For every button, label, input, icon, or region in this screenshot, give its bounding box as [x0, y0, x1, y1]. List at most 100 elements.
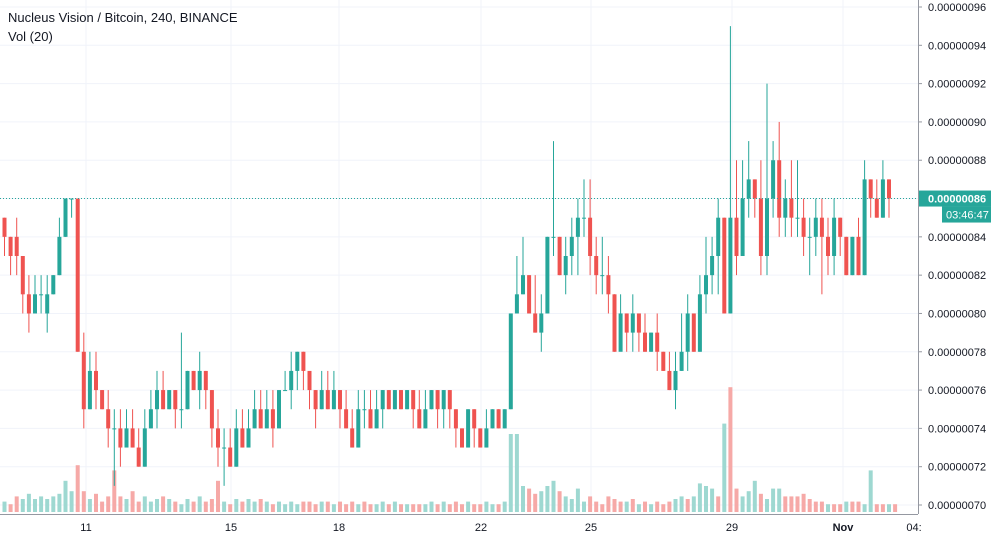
candle-body [75, 198, 80, 352]
candle-body [514, 294, 519, 314]
candle-body [301, 351, 306, 371]
volume-bar [826, 504, 830, 512]
candle-body [575, 217, 580, 237]
candle-body [20, 256, 25, 295]
candle-body [533, 313, 538, 333]
candle-body [667, 370, 672, 391]
candle-body [277, 390, 281, 429]
candle-body [435, 390, 440, 410]
volume-bar [472, 504, 477, 512]
candle-body [289, 370, 294, 391]
volume-bar [362, 501, 367, 512]
volume-bar [51, 496, 56, 512]
volume-bar [667, 501, 672, 512]
candle-body [826, 236, 830, 256]
candle-body [283, 390, 288, 392]
volume-bar [856, 501, 861, 512]
candle-body [752, 179, 757, 199]
volume-bar [563, 496, 568, 512]
volume-bar [264, 501, 269, 512]
legend-title: Nucleus Vision / Bitcoin, 240, BINANCE [8, 10, 238, 25]
volume-bar [295, 504, 300, 512]
candle-body [362, 409, 367, 411]
candle-body [423, 409, 428, 429]
candle-body [411, 390, 416, 410]
volume-bar [203, 501, 208, 512]
volume-bar [14, 496, 19, 512]
candle-body [484, 428, 489, 448]
volume-bar [191, 501, 196, 512]
volume-bar [45, 499, 50, 512]
volume-bar [112, 470, 117, 512]
volume-bar [155, 499, 159, 512]
volume-bar [612, 499, 617, 512]
price-tick-label: 0.00000092 [928, 79, 986, 91]
candle-body [33, 294, 37, 314]
candle-body [722, 217, 727, 314]
candle-body [490, 409, 495, 429]
candle-body [807, 236, 812, 238]
candle-body [350, 428, 355, 448]
volume-bar [466, 501, 471, 512]
candle-body [521, 275, 525, 295]
candle-body [8, 236, 13, 256]
volume-bar [100, 501, 105, 512]
volume-bar [880, 504, 885, 512]
volume-bar [20, 499, 25, 512]
time-tick-label: Nov [833, 522, 855, 534]
candle-body [447, 390, 452, 410]
candle-body [618, 313, 623, 352]
candle-body [319, 390, 324, 410]
price-tick-label: 0.00000070 [928, 500, 986, 512]
candle-body [624, 313, 629, 333]
time-tick-label: 04: [906, 522, 921, 534]
volume-bar [222, 501, 227, 512]
volume-bar [368, 504, 373, 512]
volume-bar [197, 496, 202, 512]
volume-bar [508, 434, 513, 512]
volume-bar [551, 480, 556, 512]
volume-bar [185, 499, 190, 512]
candle-body [136, 447, 141, 467]
volume-bar [331, 504, 336, 512]
volume-bar [557, 491, 562, 512]
candle-body [344, 409, 349, 429]
volume-bar [630, 499, 635, 512]
volume-bar [234, 499, 239, 512]
candle-body [399, 390, 403, 410]
volume-bar [496, 504, 501, 512]
candle-body [368, 409, 373, 429]
volume-bar [405, 504, 410, 512]
candle-body [832, 217, 837, 256]
candle-body [148, 409, 153, 429]
volume-bar [758, 493, 763, 512]
last-price-label: 0.00000086 [928, 194, 986, 206]
candle-body [51, 275, 56, 295]
volume-bar [771, 488, 776, 512]
candle-body [264, 409, 269, 429]
candle-body [26, 294, 31, 314]
volume-bar [862, 504, 867, 512]
volume-bar [26, 493, 31, 512]
candle-body [606, 275, 611, 295]
volume-bar [374, 504, 379, 512]
candle-body [472, 409, 477, 429]
candle-body [710, 256, 715, 276]
volume-bar [307, 501, 312, 512]
volume-bar [270, 504, 275, 512]
candle-body [685, 313, 690, 352]
candle-body [563, 256, 568, 276]
candle-body [106, 409, 111, 429]
candle-body [649, 332, 654, 352]
volume-bar [228, 504, 233, 512]
volume-bar [94, 493, 98, 512]
price-tick-label: 0.00000082 [928, 270, 986, 282]
volume-bar [338, 501, 342, 512]
candle-body [57, 236, 62, 276]
volume-bar [484, 501, 489, 512]
price-tick-label: 0.00000096 [928, 2, 986, 14]
candle-body [716, 217, 721, 256]
volume-bar [893, 504, 898, 512]
